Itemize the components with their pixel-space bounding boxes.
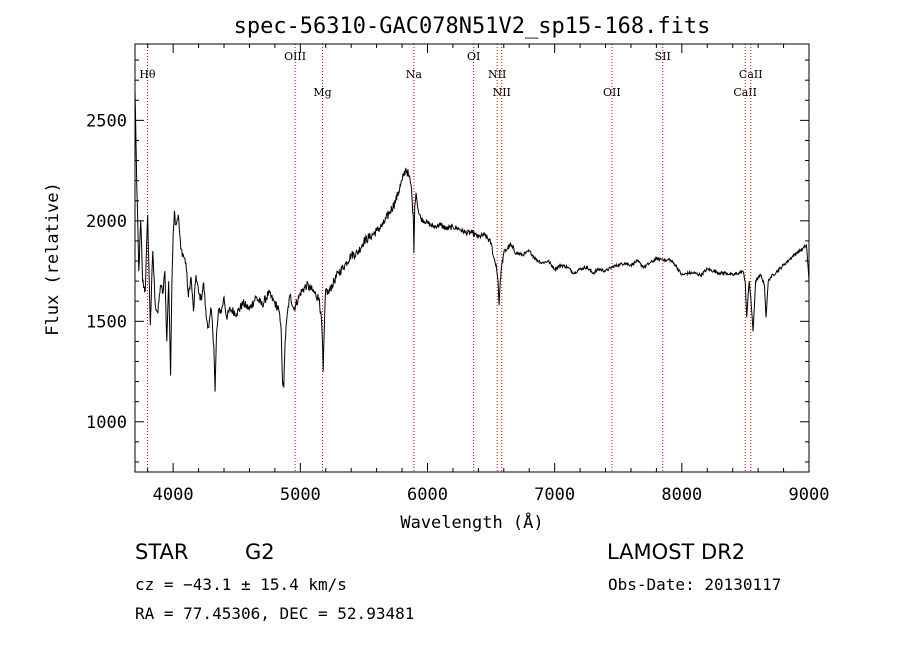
spectral-line-label: OIII [284, 50, 306, 63]
y-tick-label: 2000 [86, 212, 127, 232]
x-tick-label: 5000 [280, 485, 321, 505]
spectral-line-label: OI [467, 50, 480, 63]
plot-frame [134, 43, 810, 473]
spectral-line-label: Na [406, 68, 423, 81]
spectral-line-label: Mg [313, 86, 331, 99]
y-tick-label: 2500 [86, 111, 127, 131]
obs-date: Obs-Date: 20130117 [608, 575, 782, 594]
spectral-line-label: OII [603, 86, 621, 99]
x-tick-label: 7000 [534, 485, 575, 505]
plot-layer [134, 90, 810, 392]
spectral-line-label: CaII [739, 68, 763, 81]
x-tick-label: 8000 [661, 485, 702, 505]
object-class: STAR [135, 540, 189, 564]
axis-ticks-layer: 4000 5000 6000 7000 8000 9000 1000 1500 2000 2500 [86, 44, 829, 505]
chart-title: spec-56310-GAC078N51V2_sp15-168.fits [234, 14, 711, 39]
y-tick-label: 1000 [86, 413, 127, 433]
survey-name: LAMOST DR2 [607, 540, 746, 564]
coordinates-text: RA = 77.45306, DEC = 52.93481 [135, 604, 415, 623]
redshift-text: cz = −43.1 ± 15.4 km/s [135, 575, 347, 594]
x-axis-label: Wavelength (Å) [400, 511, 543, 533]
spectral-line-label: NII [493, 86, 511, 99]
spectral-line-label: SII [655, 50, 671, 63]
x-tick-label: 6000 [407, 485, 448, 505]
spectral-line-label: Hθ [139, 68, 156, 81]
subclass: G2 [245, 540, 275, 564]
spectrum-series-line [134, 90, 810, 392]
x-tick-label: 4000 [153, 485, 194, 505]
spectral-line-label: CaII [733, 86, 757, 99]
y-tick-label: 1500 [86, 312, 127, 332]
y-axis-label: Flux (relative) [43, 182, 63, 336]
spectral-line-label: NII [488, 68, 506, 81]
x-tick-label: 9000 [789, 485, 830, 505]
spectral-lines-layer: Hθ OIII Mg Na OI NII NII OII SII CaII CaII [139, 44, 763, 472]
